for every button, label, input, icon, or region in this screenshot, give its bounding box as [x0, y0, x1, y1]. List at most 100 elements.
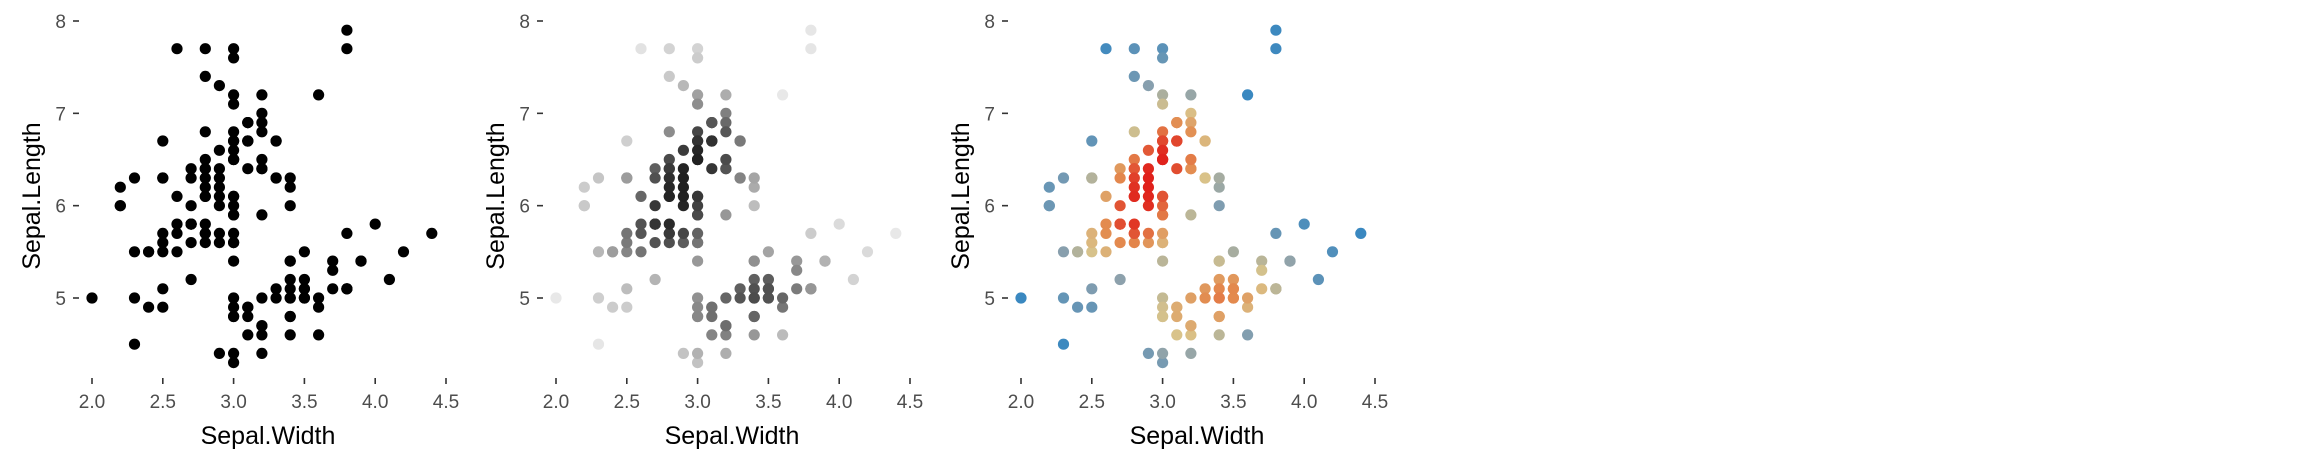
- data-point: [1157, 292, 1169, 304]
- data-point: [298, 292, 310, 304]
- data-point: [1185, 163, 1197, 175]
- data-point: [228, 255, 240, 267]
- data-point: [426, 227, 438, 239]
- data-point: [143, 301, 155, 313]
- x-tick-label: 3.5: [1220, 392, 1246, 413]
- data-point: [805, 24, 817, 36]
- data-point: [663, 43, 675, 55]
- data-point: [1128, 190, 1140, 202]
- data-point: [1100, 246, 1112, 258]
- data-point: [228, 153, 240, 166]
- data-point: [1157, 209, 1169, 221]
- data-point: [228, 357, 240, 369]
- data-point: [1142, 80, 1154, 92]
- data-point: [199, 70, 211, 82]
- data-point: [256, 153, 268, 166]
- data-point: [199, 163, 211, 175]
- data-point: [621, 135, 633, 147]
- y-tick-label: 8: [984, 12, 995, 33]
- data-point: [1142, 227, 1154, 239]
- x-tick-label: 4.0: [362, 392, 388, 413]
- data-point: [1326, 246, 1339, 258]
- data-point: [128, 338, 141, 350]
- data-point: [313, 89, 325, 101]
- data-point: [1128, 181, 1140, 193]
- data-point: [270, 283, 282, 295]
- data-point: [185, 200, 197, 212]
- data-point: [706, 135, 718, 147]
- data-point: [1185, 292, 1197, 304]
- data-point: [270, 292, 282, 304]
- data-point: [327, 264, 339, 276]
- data-point: [313, 329, 325, 341]
- data-point: [213, 347, 225, 359]
- data-point: [861, 246, 874, 258]
- data-point: [692, 52, 704, 64]
- data-point: [1142, 237, 1154, 249]
- scatter-panel-1: 2.0 2.5 3.0 3.5 4.0 4.5 5 6 7 8 Sepal.Width Sepal.L…: [18, 12, 459, 450]
- y-tick-label: 5: [984, 289, 995, 310]
- data-point: [171, 190, 183, 202]
- data-point: [805, 283, 817, 295]
- data-point: [677, 181, 690, 193]
- data-point: [1142, 347, 1154, 359]
- data-point: [791, 264, 803, 276]
- data-point: [1171, 163, 1183, 175]
- data-point: [621, 172, 633, 184]
- data-point: [1270, 24, 1282, 36]
- data-point: [1086, 135, 1098, 147]
- data-point: [228, 310, 240, 323]
- data-point: [1256, 283, 1268, 295]
- data-point: [1057, 292, 1070, 304]
- data-point: [228, 89, 240, 101]
- data-point: [1185, 126, 1197, 138]
- data-point: [677, 163, 690, 175]
- data-point: [592, 172, 605, 184]
- data-point: [805, 43, 817, 55]
- data-point: [1185, 153, 1197, 166]
- y-tick-label: 8: [519, 12, 530, 33]
- data-point: [1142, 163, 1154, 175]
- data-point: [213, 172, 225, 184]
- data-point: [677, 144, 690, 156]
- data-point: [1157, 98, 1169, 110]
- data-point: [677, 237, 690, 249]
- data-point: [720, 126, 732, 138]
- data-point: [157, 135, 169, 147]
- x-axis-title: Sepal.Width: [201, 422, 336, 450]
- data-point: [213, 144, 225, 156]
- data-point: [256, 117, 268, 129]
- data-point: [692, 153, 704, 166]
- data-point: [663, 126, 675, 138]
- data-point: [1100, 43, 1112, 55]
- data-point: [1128, 237, 1140, 249]
- data-point: [298, 246, 310, 258]
- data-point: [1114, 237, 1126, 249]
- data-point: [1185, 89, 1197, 101]
- data-point: [706, 329, 718, 341]
- data-point: [256, 329, 268, 341]
- data-point: [748, 255, 760, 267]
- data-point: [677, 80, 690, 92]
- data-point: [256, 347, 268, 359]
- data-point: [635, 218, 647, 230]
- data-point: [256, 292, 268, 304]
- data-point: [1157, 301, 1169, 313]
- data-point: [1171, 117, 1183, 129]
- data-point: [663, 237, 675, 249]
- data-point: [748, 329, 760, 341]
- data-point: [607, 246, 619, 258]
- data-point: [890, 227, 902, 239]
- data-point: [213, 181, 225, 193]
- data-point: [1171, 310, 1183, 323]
- data-point: [649, 200, 661, 212]
- data-point: [649, 163, 661, 175]
- y-tick-label: 5: [55, 289, 66, 310]
- data-point: [720, 163, 732, 175]
- data-point: [692, 89, 704, 101]
- x-tick-label: 3.5: [755, 392, 781, 413]
- data-point: [1185, 117, 1197, 129]
- data-point: [635, 227, 647, 239]
- data-point: [284, 200, 296, 212]
- data-point: [327, 255, 339, 267]
